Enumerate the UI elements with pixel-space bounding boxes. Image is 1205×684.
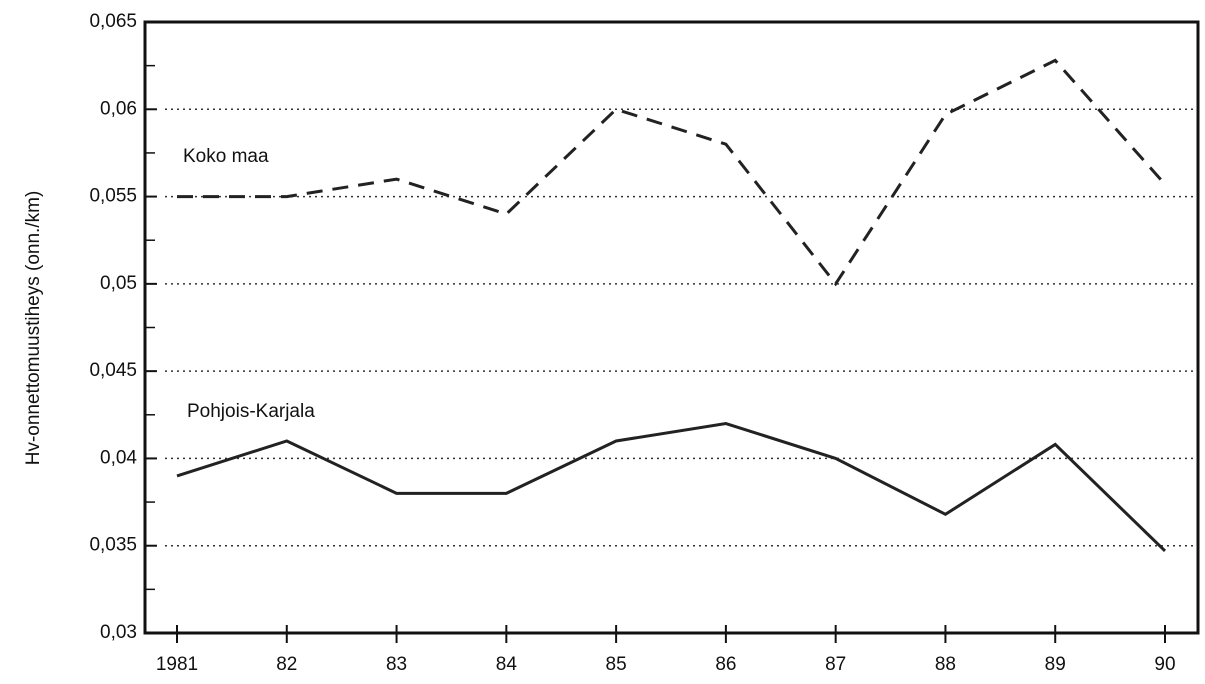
- x-tick-label: 88: [935, 654, 956, 675]
- y-tick-label: 0,065: [89, 11, 137, 32]
- y-tick-label: 0,06: [100, 98, 137, 119]
- x-tick-label: 84: [496, 654, 518, 675]
- y-tick-label: 0,045: [89, 360, 137, 381]
- x-tick-label: 90: [1154, 654, 1175, 675]
- x-tick-label: 86: [715, 654, 736, 675]
- x-tick-label: 87: [825, 654, 846, 675]
- x-tick-label: 85: [606, 654, 627, 675]
- y-tick-label: 0,05: [100, 273, 137, 294]
- series-line: [176, 421, 1167, 553]
- y-tick-label: 0,035: [89, 535, 137, 556]
- x-tick-label: 89: [1045, 654, 1066, 675]
- y-tick-label: 0,055: [89, 186, 137, 207]
- x-tick-label: 1981: [156, 654, 198, 675]
- y-tick-label: 0,04: [100, 447, 137, 468]
- series-line: [177, 58, 1167, 287]
- y-axis-label: Hv-onnettomuustiheys (onn./km): [23, 191, 44, 466]
- plot-frame: [143, 20, 1200, 635]
- series-label: Pohjois-Karjala: [187, 401, 315, 422]
- series-label: Koko maa: [183, 146, 269, 167]
- x-tick-label: 83: [386, 654, 407, 675]
- y-tick-label: 0,03: [100, 622, 137, 643]
- x-tick-label: 82: [276, 654, 297, 675]
